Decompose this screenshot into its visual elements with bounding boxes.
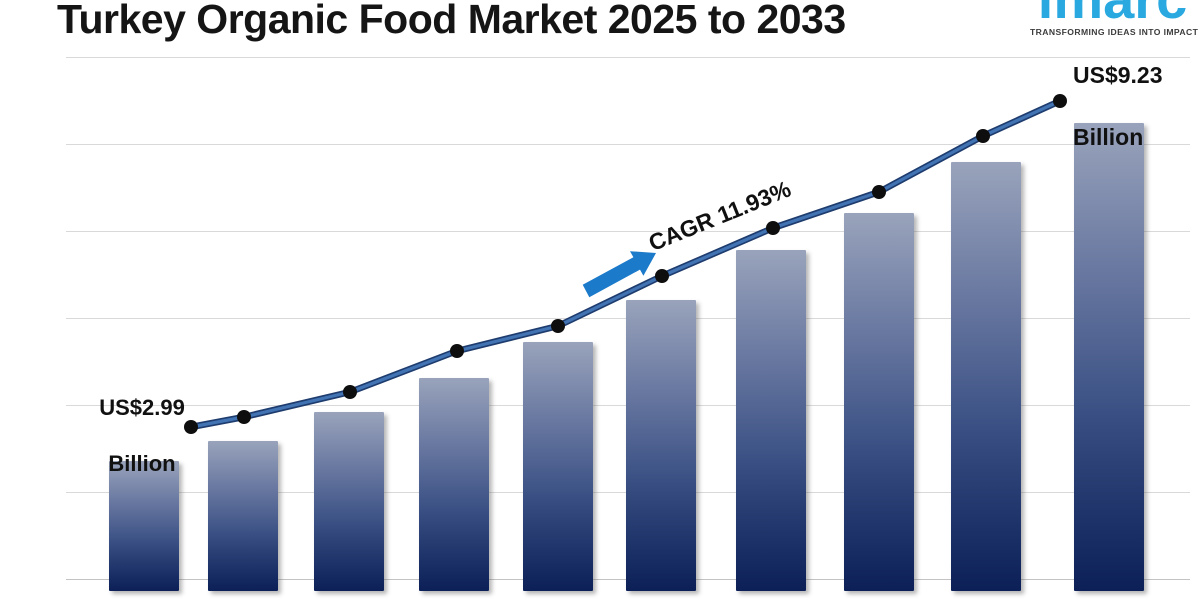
- end-value-label: US$9.23 Billion: [1073, 60, 1183, 153]
- gridline: [66, 144, 1190, 145]
- imarc-tagline: TRANSFORMING IDEAS INTO IMPACT: [1030, 27, 1199, 37]
- data-point-dot-5: [551, 319, 565, 333]
- start-value-label: US$2.99 Billion: [94, 394, 190, 478]
- start-value-line1: US$2.99: [99, 395, 185, 420]
- imarc-wordmark: imarc: [1030, 0, 1195, 24]
- bar-8: [844, 213, 914, 591]
- chart-title: Turkey Organic Food Market 2025 to 2033: [57, 0, 846, 42]
- bar-6: [626, 300, 696, 591]
- end-value-line2: Billion: [1073, 124, 1144, 150]
- end-value-line1: US$9.23: [1073, 62, 1163, 88]
- bar-5: [523, 342, 593, 591]
- data-point-dot-9: [976, 129, 990, 143]
- data-point-dot-8: [872, 185, 886, 199]
- bar-2: [208, 441, 278, 591]
- bar-1: [109, 461, 179, 591]
- start-value-line2: Billion: [108, 451, 176, 476]
- growth-arrow-icon: [582, 251, 656, 298]
- gridline: [66, 231, 1190, 232]
- cagr-label: CAGR 11.93%: [644, 175, 795, 257]
- data-point-dot-10: [1053, 94, 1067, 108]
- imarc-logo: imarc TRANSFORMING IDEAS INTO IMPACT: [1030, 0, 1199, 44]
- gridline: [66, 57, 1190, 58]
- data-point-dot-7: [766, 221, 780, 235]
- data-point-dot-2: [237, 410, 251, 424]
- data-point-dot-4: [450, 344, 464, 358]
- bar-3: [314, 412, 384, 591]
- data-point-dot-3: [343, 385, 357, 399]
- bar-10: [1074, 123, 1144, 591]
- imarc-wordmark-clip: imarc: [1030, 0, 1195, 24]
- bar-4: [419, 378, 489, 591]
- data-point-dot-6: [655, 269, 669, 283]
- bar-7: [736, 250, 806, 591]
- bar-9: [951, 162, 1021, 591]
